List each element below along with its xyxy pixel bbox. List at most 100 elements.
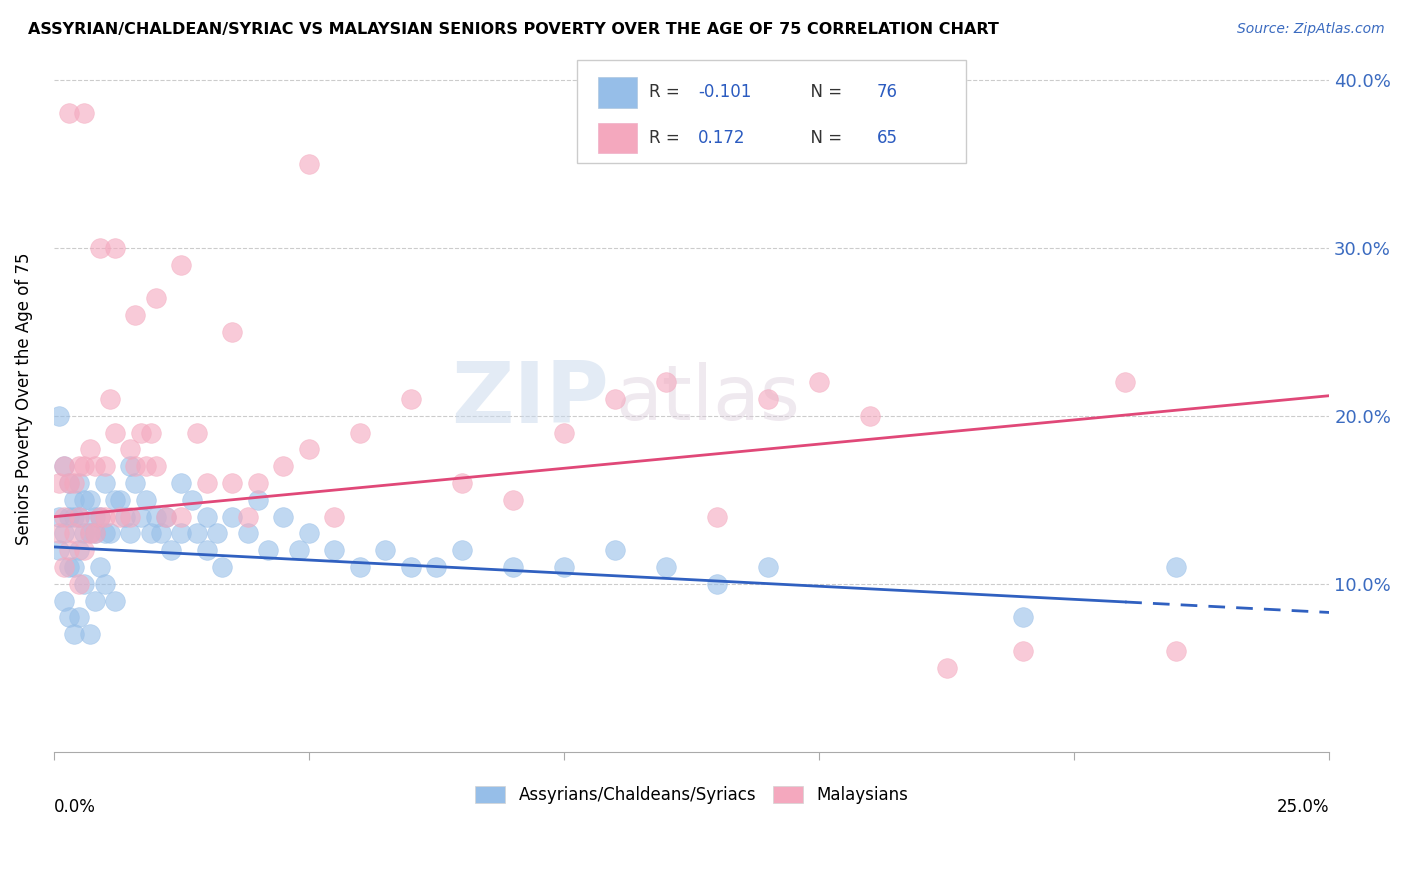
Point xyxy=(94,459,117,474)
Point xyxy=(124,308,146,322)
Point xyxy=(399,560,422,574)
Point xyxy=(73,492,96,507)
Point xyxy=(129,425,152,440)
Point xyxy=(1012,610,1035,624)
Point xyxy=(195,509,218,524)
FancyBboxPatch shape xyxy=(576,61,966,162)
Point xyxy=(104,593,127,607)
Point xyxy=(155,509,177,524)
Point xyxy=(73,577,96,591)
Point xyxy=(48,476,70,491)
Point xyxy=(63,492,86,507)
Point xyxy=(73,106,96,120)
Text: N =: N = xyxy=(800,84,848,102)
Point xyxy=(48,526,70,541)
Point xyxy=(89,241,111,255)
Point xyxy=(145,459,167,474)
Point xyxy=(139,526,162,541)
Point xyxy=(323,543,346,558)
Point xyxy=(104,241,127,255)
Point xyxy=(67,509,90,524)
FancyBboxPatch shape xyxy=(599,123,637,153)
Point xyxy=(48,509,70,524)
Point xyxy=(104,492,127,507)
Point xyxy=(374,543,396,558)
Point xyxy=(135,459,157,474)
Point xyxy=(73,459,96,474)
Point xyxy=(98,392,121,406)
Point xyxy=(67,509,90,524)
Point xyxy=(83,526,105,541)
Point xyxy=(195,543,218,558)
Point xyxy=(139,425,162,440)
Point xyxy=(236,526,259,541)
Point xyxy=(120,459,142,474)
Point xyxy=(399,392,422,406)
Y-axis label: Seniors Poverty Over the Age of 75: Seniors Poverty Over the Age of 75 xyxy=(15,252,32,545)
Point xyxy=(63,476,86,491)
Point xyxy=(1166,644,1188,658)
Point xyxy=(63,509,86,524)
Point xyxy=(706,577,728,591)
Point xyxy=(79,627,101,641)
Point xyxy=(67,610,90,624)
Point xyxy=(298,157,321,171)
Point xyxy=(124,459,146,474)
Point xyxy=(104,425,127,440)
Point xyxy=(186,526,208,541)
Point xyxy=(655,376,678,390)
Text: N =: N = xyxy=(800,129,848,147)
Point xyxy=(273,459,295,474)
Point xyxy=(79,492,101,507)
Point xyxy=(553,425,575,440)
Point xyxy=(553,560,575,574)
Text: atlas: atlas xyxy=(614,362,800,436)
Point xyxy=(502,492,524,507)
Point xyxy=(79,526,101,541)
Point xyxy=(83,459,105,474)
Point xyxy=(655,560,678,574)
Point xyxy=(58,476,80,491)
Point xyxy=(63,560,86,574)
Point xyxy=(298,442,321,457)
Text: 0.0%: 0.0% xyxy=(53,797,96,816)
Point xyxy=(287,543,309,558)
Point xyxy=(89,509,111,524)
Point xyxy=(58,509,80,524)
Point xyxy=(1166,560,1188,574)
Point xyxy=(273,509,295,524)
Point xyxy=(53,593,76,607)
Point xyxy=(67,543,90,558)
Point xyxy=(124,476,146,491)
Point xyxy=(425,560,447,574)
Point xyxy=(451,543,474,558)
Point xyxy=(349,425,371,440)
Point xyxy=(145,509,167,524)
Text: R =: R = xyxy=(650,129,690,147)
Point xyxy=(1114,376,1136,390)
Point xyxy=(211,560,233,574)
Point xyxy=(149,526,172,541)
Point xyxy=(186,425,208,440)
Point xyxy=(756,560,779,574)
Point xyxy=(48,409,70,423)
Point xyxy=(257,543,280,558)
Point xyxy=(170,476,193,491)
Point xyxy=(756,392,779,406)
Point xyxy=(180,492,202,507)
Point xyxy=(94,509,117,524)
Text: R =: R = xyxy=(650,84,686,102)
Point xyxy=(89,509,111,524)
Point xyxy=(451,476,474,491)
Point xyxy=(67,476,90,491)
Point xyxy=(145,291,167,305)
Point xyxy=(170,509,193,524)
Point xyxy=(53,526,76,541)
Point xyxy=(79,442,101,457)
Point xyxy=(58,476,80,491)
Point xyxy=(53,459,76,474)
Text: 76: 76 xyxy=(876,84,897,102)
Point xyxy=(236,509,259,524)
Text: ASSYRIAN/CHALDEAN/SYRIAC VS MALAYSIAN SENIORS POVERTY OVER THE AGE OF 75 CORRELA: ASSYRIAN/CHALDEAN/SYRIAC VS MALAYSIAN SE… xyxy=(28,22,1000,37)
Point xyxy=(120,526,142,541)
